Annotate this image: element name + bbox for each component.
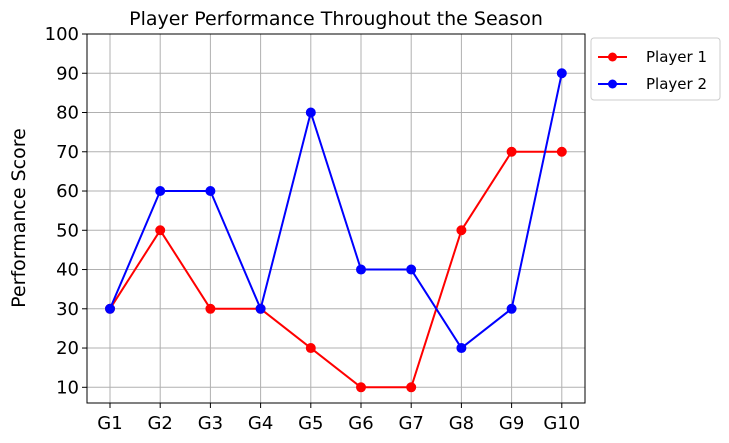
legend: Player 1 Player 2	[590, 37, 721, 101]
y-tick-label: 50	[56, 220, 79, 241]
series-line-2	[109, 73, 563, 350]
y-tick-label: 70	[56, 142, 79, 163]
data-point	[506, 303, 517, 314]
data-point	[105, 303, 115, 314]
y-tick-label: 90	[56, 63, 79, 84]
data-point	[255, 303, 266, 314]
y-axis-label: Performance Score	[8, 128, 30, 308]
data-point	[155, 225, 166, 236]
data-point	[556, 68, 567, 79]
data-point	[406, 264, 417, 275]
x-tick-label: G2	[147, 413, 172, 434]
x-tick-label: G4	[248, 413, 273, 434]
data-point	[305, 343, 316, 354]
legend-marker-2	[608, 79, 617, 89]
data-point	[205, 186, 216, 197]
data-point	[155, 186, 166, 197]
x-tick-label: G6	[348, 413, 373, 434]
chart-title: Player Performance Throughout the Season	[129, 8, 543, 30]
plot-frame	[86, 33, 586, 404]
x-tick-label: G3	[198, 413, 223, 434]
x-tick-label: G7	[398, 413, 423, 434]
y-tick-label: 40	[56, 260, 79, 281]
data-point	[406, 382, 417, 393]
y-tick-label: 60	[56, 181, 79, 202]
series-2	[105, 68, 567, 354]
data-point	[506, 146, 517, 157]
x-tick-label: G9	[499, 413, 524, 434]
legend-label-2: Player 2	[646, 75, 707, 93]
legend-label-1: Player 1	[646, 48, 707, 66]
y-tick-label: 30	[56, 299, 79, 320]
data-point	[356, 382, 366, 393]
y-tick-label: 20	[56, 338, 79, 359]
x-tick-label: G5	[298, 413, 323, 434]
x-axis-ticks: G1 G2 G3 G4 G5 G6 G7 G8 G9 G10	[97, 403, 580, 434]
data-point	[456, 343, 467, 354]
x-tick-label: G1	[97, 413, 122, 434]
x-tick-label: G10	[543, 413, 580, 434]
y-axis-ticks: 10 20 30 40 50 60 70 80 90 100	[45, 24, 87, 398]
data-point	[205, 303, 216, 314]
data-point	[356, 264, 366, 275]
y-tick-label: 100	[45, 24, 79, 45]
legend-marker-1	[608, 52, 617, 62]
series-layer	[105, 68, 567, 393]
series-line-1	[109, 150, 562, 389]
x-tick-label: G8	[449, 413, 474, 434]
data-point	[305, 107, 316, 118]
y-tick-label: 80	[56, 103, 79, 124]
data-point	[456, 225, 467, 236]
y-tick-label: 10	[56, 377, 79, 398]
data-point	[556, 146, 567, 157]
